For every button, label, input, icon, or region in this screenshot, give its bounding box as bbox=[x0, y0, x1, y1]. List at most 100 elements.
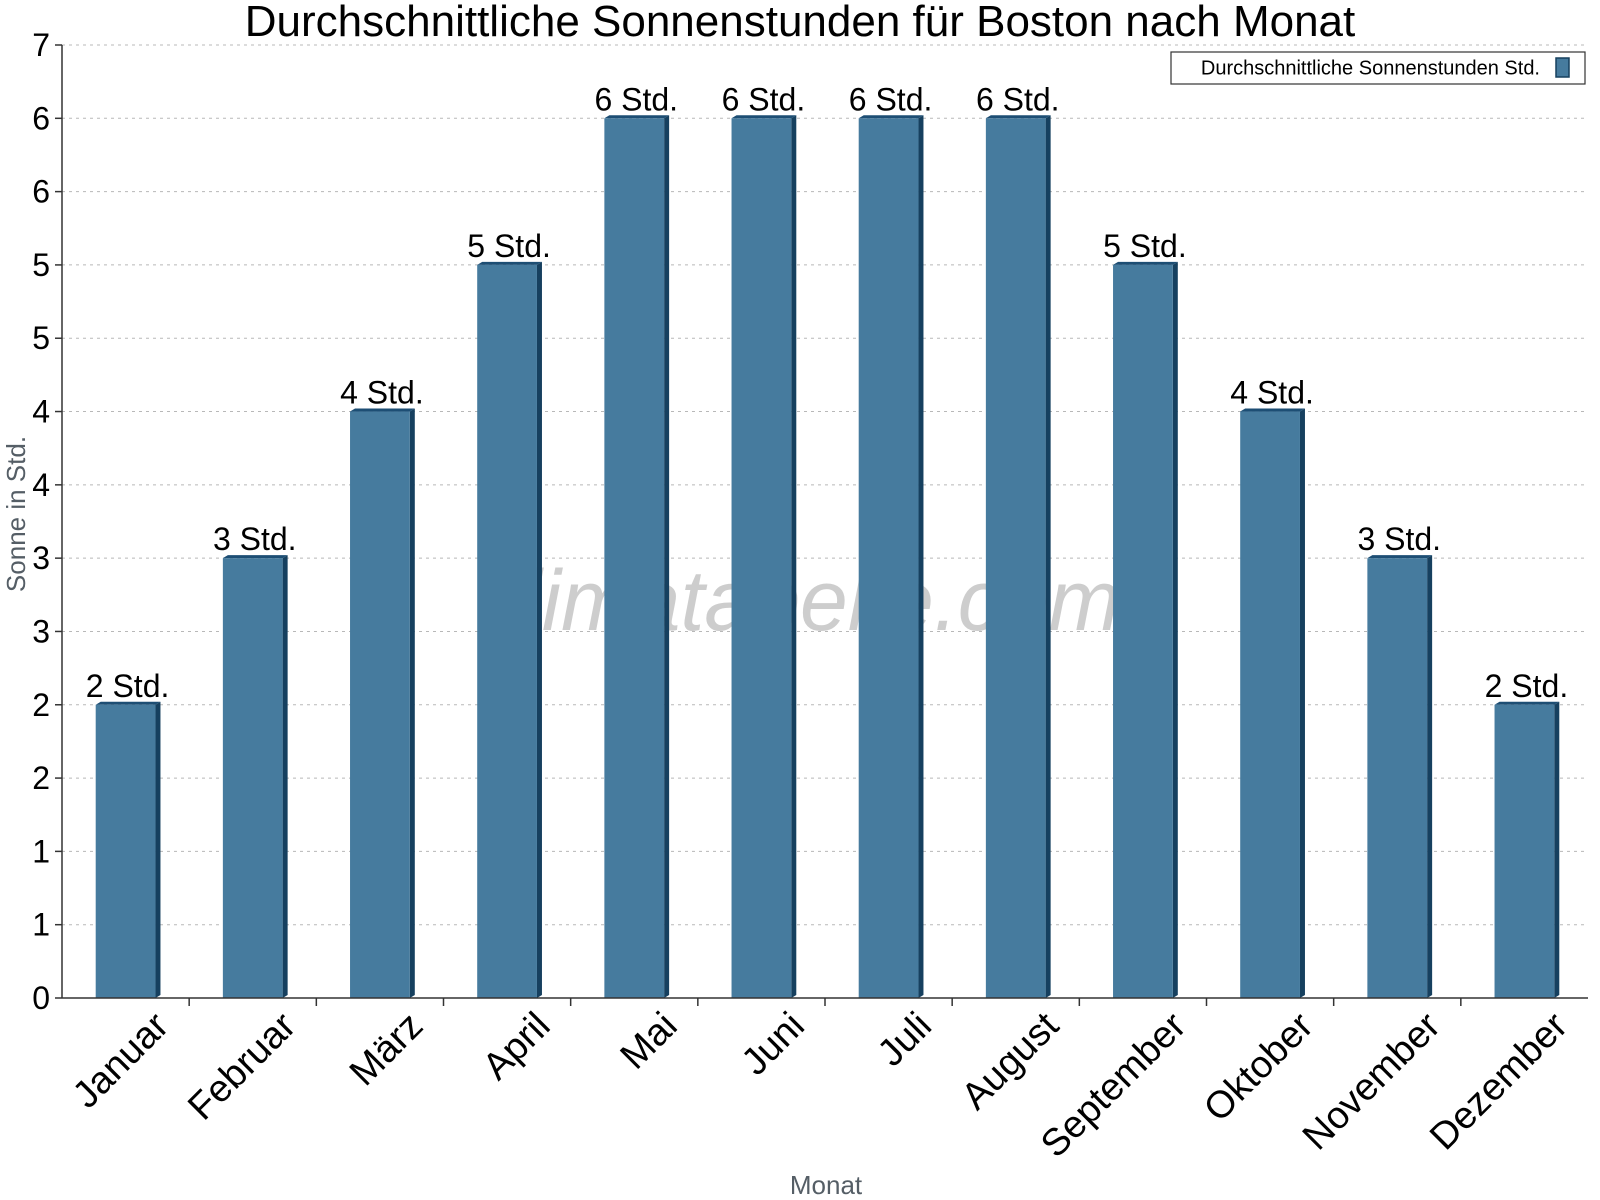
data-label: 2 Std. bbox=[1485, 668, 1569, 704]
y-tick-label: 4 bbox=[32, 394, 50, 430]
y-tick-label: 1 bbox=[32, 907, 50, 943]
chart-title: Durchschnittliche Sonnenstunden für Bost… bbox=[245, 0, 1355, 46]
bar-top bbox=[477, 261, 542, 265]
bar-top bbox=[222, 555, 288, 559]
y-tick-label: 6 bbox=[32, 100, 50, 136]
data-label: 6 Std. bbox=[976, 81, 1060, 117]
x-tick-label: Februar bbox=[180, 1004, 304, 1128]
y-tick-labels: 0 1 1 2 2 3 3 4 4 5 5 6 6 7 bbox=[32, 27, 50, 1016]
bar-top bbox=[95, 701, 161, 705]
data-labels: 2 Std. 3 Std. 4 Std. 5 Std. 6 Std. 6 Std. 6 St… bbox=[86, 81, 1568, 703]
bar-top bbox=[350, 408, 415, 412]
bar-front bbox=[1240, 411, 1300, 998]
x-tick-label: Juli bbox=[870, 1005, 940, 1075]
bar-side bbox=[664, 115, 670, 999]
bar-front bbox=[477, 264, 537, 998]
bar-top bbox=[985, 115, 1051, 119]
legend-swatch bbox=[1555, 57, 1570, 78]
bar-top bbox=[858, 115, 924, 119]
bar-side bbox=[791, 115, 797, 999]
data-label: 4 Std. bbox=[340, 375, 424, 411]
bar-10 bbox=[1367, 555, 1433, 998]
y-tick-label: 0 bbox=[32, 980, 50, 1016]
bar-4 bbox=[604, 115, 670, 999]
data-label: 4 Std. bbox=[1230, 375, 1314, 411]
y-axis-title: Sonne in Std. bbox=[1, 436, 31, 592]
bar-side bbox=[1045, 115, 1051, 999]
legend-box bbox=[1170, 51, 1586, 85]
bar-front bbox=[1113, 264, 1173, 998]
bar-1 bbox=[222, 555, 288, 998]
bar-0 bbox=[95, 701, 161, 998]
bar-side bbox=[409, 408, 415, 998]
data-label: 3 Std. bbox=[1357, 521, 1441, 557]
bar-front bbox=[985, 118, 1046, 999]
x-tick-label: November bbox=[1295, 1004, 1449, 1158]
bar-5 bbox=[731, 115, 797, 999]
bar-top bbox=[1113, 261, 1178, 265]
data-label: 2 Std. bbox=[86, 668, 170, 704]
data-label: 6 Std. bbox=[849, 81, 933, 117]
bar-side bbox=[918, 115, 924, 999]
x-tick-label: August bbox=[954, 1004, 1068, 1118]
x-tick-label: Juni bbox=[734, 1005, 813, 1084]
bar-top bbox=[1494, 701, 1560, 705]
bar-side bbox=[1172, 261, 1178, 998]
x-tick-label: Dezember bbox=[1422, 1004, 1576, 1158]
y-tick-label: 6 bbox=[32, 174, 50, 210]
bar-front bbox=[1494, 704, 1555, 998]
y-tick-label: 1 bbox=[32, 833, 50, 869]
y-tick-label: 2 bbox=[32, 687, 50, 723]
data-label: 6 Std. bbox=[722, 81, 806, 117]
bar-side bbox=[536, 261, 542, 998]
y-tick-label: 4 bbox=[32, 467, 50, 503]
x-tick-label: Januar bbox=[65, 1004, 177, 1116]
data-label: 5 Std. bbox=[467, 228, 551, 264]
bar-2 bbox=[350, 408, 415, 998]
data-label: 3 Std. bbox=[213, 521, 297, 557]
bar-top bbox=[1240, 408, 1305, 412]
x-tick-label: März bbox=[342, 1005, 431, 1094]
bar-8 bbox=[1113, 261, 1178, 998]
bar-side bbox=[1299, 408, 1305, 998]
bar-front bbox=[1367, 558, 1428, 998]
bar-front bbox=[95, 704, 156, 998]
bar-6 bbox=[858, 115, 924, 999]
data-label: 6 Std. bbox=[594, 81, 678, 117]
bar-front bbox=[858, 118, 919, 999]
y-tick-label: 2 bbox=[32, 760, 50, 796]
bar-top bbox=[1367, 555, 1433, 559]
legend: Durchschnittliche Sonnenstunden Std. bbox=[1170, 51, 1586, 85]
y-tick-label: 3 bbox=[32, 540, 50, 576]
bar-top bbox=[604, 115, 670, 119]
axes bbox=[55, 44, 1588, 1006]
y-tick-label: 5 bbox=[32, 320, 50, 356]
bar-front bbox=[350, 411, 410, 998]
bar-7 bbox=[985, 115, 1051, 999]
bar-top bbox=[731, 115, 797, 119]
x-tick-label: Oktober bbox=[1196, 1004, 1322, 1130]
y-tick-label: 5 bbox=[32, 247, 50, 283]
bar-3 bbox=[477, 261, 542, 998]
grid-lines bbox=[62, 44, 1588, 926]
x-axis-title: Monat bbox=[790, 1170, 863, 1200]
bar-side bbox=[155, 701, 161, 998]
x-tick-label: April bbox=[475, 1005, 558, 1088]
x-tick-label: Mai bbox=[613, 1005, 686, 1078]
bar-front bbox=[222, 558, 283, 998]
x-tick-labels: Januar Februar März April Mai Juni Juli AugustS… bbox=[65, 1004, 1576, 1165]
bar-9 bbox=[1240, 408, 1305, 998]
bar-side bbox=[1554, 701, 1560, 998]
y-tick-label: 3 bbox=[32, 613, 50, 649]
data-label: 5 Std. bbox=[1103, 228, 1187, 264]
bar-front bbox=[604, 118, 665, 999]
bars bbox=[95, 115, 1560, 999]
bar-front bbox=[731, 118, 792, 999]
bar-11 bbox=[1494, 701, 1560, 998]
legend-series-label: Durchschnittliche Sonnenstunden Std. bbox=[1201, 58, 1540, 80]
bar-side bbox=[1427, 555, 1433, 998]
y-tick-label: 7 bbox=[32, 27, 50, 63]
bar-side bbox=[282, 555, 288, 998]
